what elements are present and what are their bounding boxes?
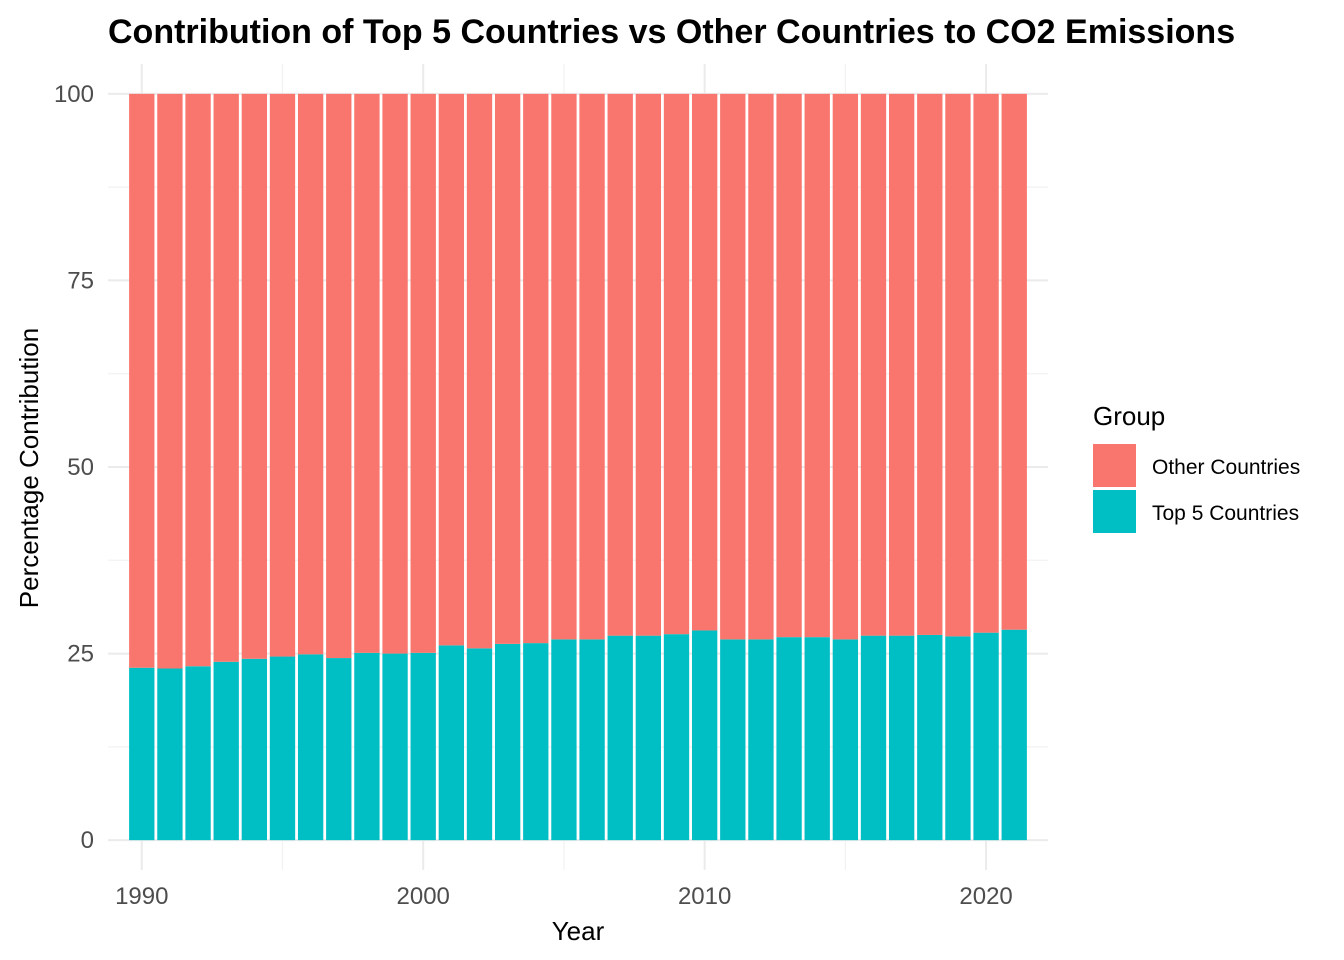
bar-top-5-countries-1992 — [185, 666, 211, 841]
bar-other-countries-1997 — [326, 93, 352, 659]
bar-top-5-countries-2006 — [579, 639, 605, 841]
bar-other-countries-2009 — [663, 93, 690, 635]
bar-other-countries-1994 — [241, 93, 268, 659]
legend-label-other-countries: Other Countries — [1152, 456, 1300, 479]
bar-top-5-countries-2012 — [748, 639, 774, 841]
bar-other-countries-2013 — [776, 93, 802, 638]
bar-other-countries-2015 — [832, 93, 859, 640]
bar-other-countries-1999 — [382, 93, 408, 654]
bar-top-5-countries-2021 — [1001, 629, 1027, 841]
chart-title: Contribution of Top 5 Countries vs Other… — [108, 13, 1235, 51]
x-axis-ticks: 1990 2000 2010 2020 — [115, 883, 1013, 910]
bar-other-countries-2020 — [973, 93, 999, 633]
bar-top-5-countries-1990 — [129, 667, 155, 841]
bar-other-countries-2012 — [748, 93, 774, 640]
bar-other-countries-2005 — [551, 93, 577, 640]
bar-other-countries-2017 — [888, 93, 915, 636]
x-tick-label: 2000 — [397, 883, 450, 910]
bar-top-5-countries-1993 — [213, 661, 239, 841]
bar-other-countries-1992 — [185, 93, 211, 667]
bar-top-5-countries-1997 — [326, 658, 352, 841]
bar-top-5-countries-2000 — [410, 652, 436, 841]
bar-top-5-countries-2019 — [945, 636, 971, 841]
bar-top-5-countries-2017 — [888, 635, 915, 841]
bar-top-5-countries-2016 — [860, 635, 887, 841]
bar-top-5-countries-2009 — [663, 634, 690, 841]
bar-other-countries-2003 — [494, 93, 521, 644]
bar-top-5-countries-2002 — [466, 648, 493, 841]
bar-other-countries-1995 — [269, 93, 296, 657]
y-tick-label: 100 — [54, 81, 94, 108]
bar-top-5-countries-2001 — [438, 645, 465, 841]
bar-other-countries-2011 — [720, 93, 746, 640]
y-tick-label: 75 — [67, 267, 94, 294]
bar-other-countries-2010 — [691, 93, 718, 631]
bar-other-countries-2004 — [523, 93, 549, 644]
bar-other-countries-2007 — [607, 93, 633, 636]
bar-top-5-countries-2003 — [494, 643, 521, 841]
bar-top-5-countries-2014 — [804, 637, 830, 841]
bar-other-countries-2002 — [466, 93, 493, 649]
bar-other-countries-1996 — [297, 93, 324, 655]
legend-label-top-5-countries: Top 5 Countries — [1152, 502, 1299, 525]
legend: Group Other Countries Top 5 Countries — [1093, 401, 1300, 533]
bar-top-5-countries-1998 — [354, 652, 380, 841]
bar-other-countries-1990 — [129, 93, 155, 668]
bar-top-5-countries-1999 — [382, 653, 408, 841]
bar-other-countries-2008 — [635, 93, 662, 636]
bar-other-countries-1993 — [213, 93, 239, 662]
bars — [129, 93, 1027, 841]
y-tick-label: 50 — [67, 454, 94, 481]
bar-top-5-countries-1994 — [241, 658, 268, 841]
bar-top-5-countries-2004 — [523, 643, 549, 841]
bar-top-5-countries-2018 — [917, 634, 943, 841]
x-axis-title: Year — [552, 916, 605, 946]
bar-other-countries-2014 — [804, 93, 830, 638]
bar-top-5-countries-2005 — [551, 639, 577, 841]
legend-title: Group — [1093, 401, 1165, 431]
y-axis-title: Percentage Contribution — [14, 328, 44, 608]
bar-top-5-countries-2011 — [720, 639, 746, 841]
bar-other-countries-2016 — [860, 93, 887, 636]
bar-other-countries-2001 — [438, 93, 465, 646]
bar-other-countries-2021 — [1001, 93, 1027, 630]
bar-top-5-countries-1995 — [269, 656, 296, 841]
x-tick-label: 1990 — [115, 883, 168, 910]
bar-top-5-countries-2015 — [832, 639, 859, 841]
bar-other-countries-2019 — [945, 93, 971, 637]
bar-top-5-countries-1996 — [297, 654, 324, 841]
y-tick-label: 25 — [67, 641, 94, 668]
y-axis-ticks: 0 25 50 75 100 — [54, 81, 94, 854]
bar-top-5-countries-2008 — [635, 635, 662, 841]
x-tick-label: 2010 — [678, 883, 731, 910]
x-tick-label: 2020 — [959, 883, 1012, 910]
bar-other-countries-1998 — [354, 93, 380, 653]
bar-other-countries-2000 — [410, 93, 436, 653]
legend-key-top-5-countries — [1093, 490, 1136, 533]
bar-top-5-countries-2007 — [607, 635, 633, 841]
bar-other-countries-2018 — [917, 93, 943, 635]
bar-top-5-countries-2010 — [691, 630, 718, 841]
y-tick-label: 0 — [81, 827, 94, 854]
bar-other-countries-2006 — [579, 93, 605, 640]
bar-top-5-countries-1991 — [157, 668, 183, 841]
bar-top-5-countries-2020 — [973, 632, 999, 841]
legend-key-other-countries — [1093, 444, 1136, 487]
bar-other-countries-1991 — [157, 93, 183, 669]
bar-top-5-countries-2013 — [776, 637, 802, 841]
